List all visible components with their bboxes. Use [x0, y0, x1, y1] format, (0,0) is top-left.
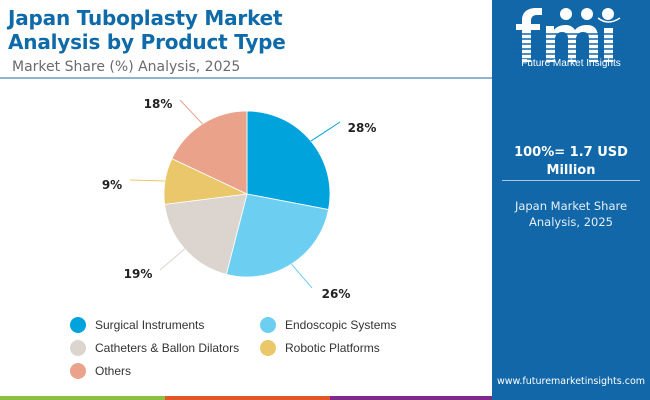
leader-line: [310, 121, 341, 142]
chart-legend: Surgical Instruments Endoscopic Systems Ca…: [70, 316, 450, 380]
legend-swatch-icon: [70, 340, 86, 356]
panel-divider: [502, 180, 640, 181]
legend-swatch-icon: [260, 317, 276, 333]
chart-title: Japan Tuboplasty Market Analysis by Prod…: [8, 6, 488, 54]
panel-subtitle-line2: Analysis, 2025: [529, 215, 613, 229]
leader-line: [291, 263, 313, 289]
pie-slice-others: [171, 110, 248, 195]
data-label: 26%: [322, 287, 351, 301]
legend-item: Catheters & Ballon Dilators: [70, 339, 260, 357]
data-label: 9%: [102, 178, 122, 192]
legend-label: Others: [95, 364, 132, 378]
info-panel: Future Market Insights 100%= 1.7 USD Mil…: [492, 0, 650, 400]
market-total-line1: 100%= 1.7 USD: [514, 145, 628, 160]
legend-label: Surgical Instruments: [95, 318, 205, 332]
logo-text: Future Market Insights: [521, 58, 621, 69]
legend-item: Surgical Instruments: [70, 316, 260, 334]
market-total-line2: Million: [546, 163, 596, 178]
legend-swatch-icon: [260, 340, 276, 356]
legend-label: Robotic Platforms: [285, 341, 380, 355]
legend-item: Endoscopic Systems: [260, 316, 450, 334]
chart-subtitle: Market Share (%) Analysis, 2025: [12, 59, 241, 75]
panel-subtitle-line1: Japan Market Share: [514, 199, 628, 213]
bottom-bar-green: [0, 396, 165, 400]
data-label: 28%: [348, 121, 377, 135]
data-label: 18%: [144, 97, 173, 111]
leader-line: [159, 248, 186, 271]
market-total: 100%= 1.7 USD Million: [492, 144, 650, 180]
legend-item: Robotic Platforms: [260, 339, 450, 357]
data-label: 19%: [124, 267, 153, 281]
chart-title-line1: Japan Tuboplasty Market: [8, 6, 283, 30]
pie-slice-surgical-instruments: [246, 110, 331, 211]
chart-title-line2: Analysis by Product Type: [8, 30, 286, 54]
header-divider: [0, 77, 492, 79]
bottom-bar-purple: [330, 396, 492, 400]
legend-swatch-icon: [70, 363, 86, 379]
legend-label: Catheters & Ballon Dilators: [95, 341, 240, 355]
pie-slice-endoscopic-systems: [225, 193, 329, 278]
website-url[interactable]: www.futuremarketinsights.com: [496, 376, 646, 387]
bottom-bar-orange: [165, 396, 330, 400]
pie-chart: 28% 26% 19% 9% 18%: [102, 97, 377, 301]
leader-line: [179, 99, 203, 125]
legend-item: Others: [70, 362, 260, 380]
fmi-logo: [512, 8, 630, 62]
panel-subtitle: Japan Market Share Analysis, 2025: [492, 198, 650, 230]
legend-swatch-icon: [70, 317, 86, 333]
leader-line: [129, 179, 166, 182]
legend-label: Endoscopic Systems: [285, 318, 397, 332]
